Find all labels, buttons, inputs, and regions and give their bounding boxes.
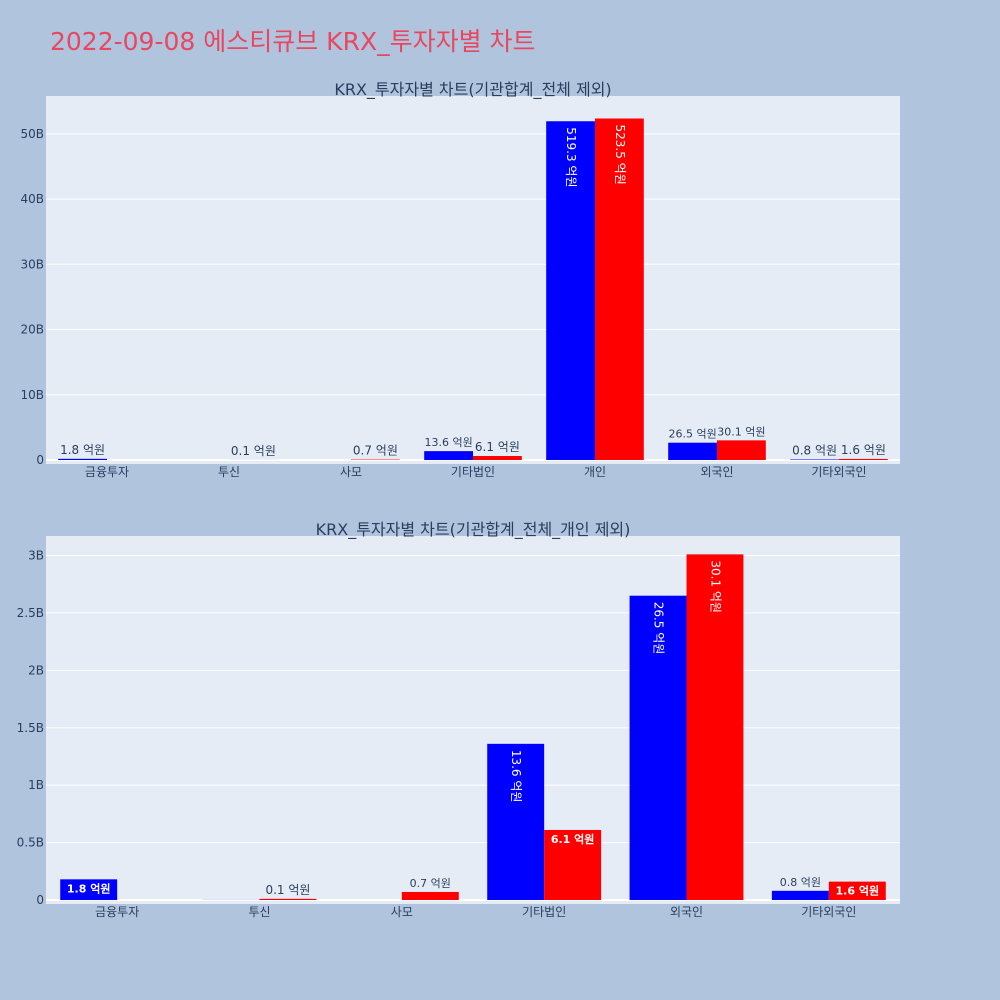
bar-label: 26.5 억원 [652,602,666,655]
x-tick-label: 기타법인 [451,465,495,479]
y-tick-label: 50B [20,127,44,141]
bar-label: 13.6 억원 [424,436,472,449]
bar-label: 26.5 억원 [668,428,716,441]
x-tick-label: 금융투자 [95,905,139,919]
y-tick-label: 40B [20,192,44,206]
bar [473,456,522,460]
chart-title: KRX_투자자별 차트(기관합계_전체_개인 제외) [316,520,631,540]
y-tick-label: 1B [28,778,44,792]
bar-label: 1.8 억원 [67,881,111,895]
x-tick-label: 외국인 [700,465,733,479]
bar [424,451,473,460]
bar [401,891,459,900]
bar-label: 0.7 억원 [353,444,398,458]
bar [60,879,118,900]
page-title: 2022-09-08 에스티큐브 KRX_투자자별 차트 [50,27,536,56]
bar-label: 523.5 억원 [613,125,627,185]
x-tick-label: 사모 [391,905,413,919]
bar-label: 0.7 억원 [410,877,451,890]
bar [717,440,766,460]
y-tick-label: 20B [20,323,44,337]
bar [828,881,886,900]
bar-label: 0.8 억원 [780,876,821,889]
bar [686,554,744,900]
bar-label: 30.1 억원 [717,425,765,438]
bar [771,890,829,900]
y-tick-label: 10B [20,388,44,402]
y-tick-label: 0 [36,893,44,907]
bar-label: 1.6 억원 [841,443,886,457]
chart-bottom: KRX_투자자별 차트(기관합계_전체_개인 제외) 0 0.5B 1B 1.5B 2B 2… [17,520,900,919]
x-tick-label: 투신 [218,465,240,479]
bar [259,898,317,900]
x-tick-label: 개인 [584,465,606,479]
y-tick-label: 2.5B [17,606,44,620]
bar-label: 519.3 억원 [564,127,578,187]
x-tick-label: 금융투자 [85,465,129,479]
y-tick-label: 0.5B [17,836,44,850]
x-tick-label: 외국인 [670,905,703,919]
x-tick-label: 기타외국인 [801,905,856,919]
bar-label: 6.1 억원 [551,832,595,846]
bar [544,829,602,900]
bar-label: 6.1 억원 [475,440,520,454]
y-tick-label: 1.5B [17,721,44,735]
bar-label: 30.1 억원 [708,560,722,613]
bar-label: 0.1 억원 [265,883,310,897]
chart-top: KRX_투자자별 차트(기관합계_전체 제외) 0 10B 20B 30B 40B 50B 금… [20,80,900,479]
y-tick-label: 30B [20,257,44,271]
bar [790,459,839,460]
x-tick-label: 기타법인 [522,905,566,919]
bar-label: 0.1 억원 [231,444,276,458]
bar-label: 1.6 억원 [836,884,880,898]
x-tick-label: 투신 [248,905,270,919]
bar-label: 0.8 억원 [792,443,837,457]
y-tick-label: 0 [36,453,44,467]
chart-title: KRX_투자자별 차트(기관합계_전체 제외) [334,80,611,100]
plot-area [46,96,900,464]
bar [58,458,107,460]
bar [546,121,595,460]
bar [668,442,717,460]
bar [629,595,687,900]
x-tick-label: 기타외국인 [811,465,866,479]
y-tick-label: 3B [28,549,44,563]
bar [595,118,644,461]
y-tick-label: 2B [28,663,44,677]
plot-area [46,536,900,904]
bar [487,743,545,900]
bar-label: 1.8 억원 [60,443,105,457]
bar [839,458,888,460]
x-tick-label: 사모 [340,465,362,479]
bar-label: 13.6 억원 [509,750,523,803]
